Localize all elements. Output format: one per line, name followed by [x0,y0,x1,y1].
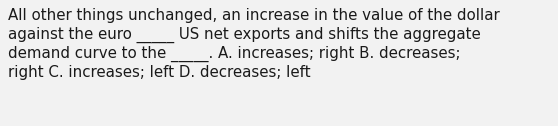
Text: right C. increases; left D. decreases; left: right C. increases; left D. decreases; l… [8,65,311,80]
Text: demand curve to the _____. A. increases; right B. decreases;: demand curve to the _____. A. increases;… [8,46,460,62]
Text: against the euro _____ US net exports and shifts the aggregate: against the euro _____ US net exports an… [8,27,481,43]
Text: All other things unchanged, an increase in the value of the dollar: All other things unchanged, an increase … [8,8,500,23]
